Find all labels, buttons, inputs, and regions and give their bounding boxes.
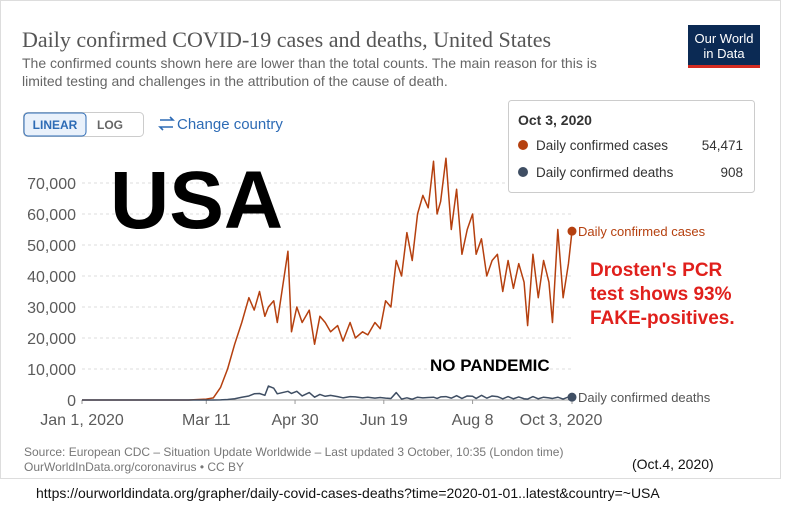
plot: Daily confirmed cases Daily confirmed dea… xyxy=(82,157,711,405)
x-tick-label: Oct 3, 2020 xyxy=(520,412,603,429)
y-tick-label: 50,000 xyxy=(27,238,76,255)
date-note: (Oct.4, 2020) xyxy=(632,456,714,472)
y-tick-label: 0 xyxy=(67,393,76,410)
overlay-claim: Drosten's PCR xyxy=(590,260,723,281)
tooltip-swatch xyxy=(518,140,528,150)
change-country[interactable]: Change country xyxy=(158,116,283,133)
logo-box xyxy=(688,25,760,68)
overlay-claim: FAKE-positives. xyxy=(590,308,735,329)
tooltip-value: 54,471 xyxy=(702,138,743,153)
logo-text: Our World xyxy=(695,31,754,46)
y-tick-label: 30,000 xyxy=(27,300,76,317)
tooltip-swatch xyxy=(518,167,528,177)
y-tick-label: 60,000 xyxy=(27,207,76,224)
end-point xyxy=(567,392,577,402)
overlay-claim: test shows 93% xyxy=(590,284,732,305)
y-tick-label: 70,000 xyxy=(27,176,76,193)
scale-toggle: LINEAR LOG xyxy=(23,112,144,137)
y-tick-label: 40,000 xyxy=(27,269,76,286)
url: https://ourworldindata.org/grapher/daily… xyxy=(36,485,660,501)
tooltip: Oct 3, 2020 Daily confirmed cases 54,471… xyxy=(508,100,755,193)
source: Source: European CDC – Situation Update … xyxy=(24,445,563,459)
series-label: Daily confirmed cases xyxy=(578,224,706,239)
tooltip-series: Daily confirmed cases xyxy=(536,138,668,153)
logo-text: in Data xyxy=(703,46,745,61)
end-point xyxy=(567,226,577,236)
subtitle: The confirmed counts shown here are lowe… xyxy=(22,55,597,71)
swap-icon[interactable] xyxy=(158,116,175,131)
chart-title: Daily confirmed COVID-19 cases and death… xyxy=(22,27,551,52)
tooltip-series: Daily confirmed deaths xyxy=(536,165,674,180)
x-tick-label: Apr 30 xyxy=(271,412,318,429)
subtitle: limited testing and challenges in the at… xyxy=(22,73,448,89)
y-tick-label: 10,000 xyxy=(27,362,76,379)
overlay-title: USA xyxy=(110,155,283,246)
change-country-label[interactable]: Change country xyxy=(177,116,283,133)
y-tick-label: 20,000 xyxy=(27,331,76,348)
overlay-note: NO PANDEMIC xyxy=(430,356,550,375)
source: OurWorldInData.org/coronavirus • CC BY xyxy=(24,460,244,474)
tooltip-value: 908 xyxy=(720,165,743,180)
logo-bar xyxy=(688,65,760,68)
tooltip-title: Oct 3, 2020 xyxy=(518,112,592,128)
logo: Our World in Data xyxy=(688,25,760,68)
x-tick-label: Jun 19 xyxy=(360,412,408,429)
x-tick-label: Aug 8 xyxy=(452,412,494,429)
grid: 0 10,000 20,000 30,000 40,000 50,000 60,000 70,… xyxy=(27,176,602,429)
tooltip-box xyxy=(508,100,755,193)
series-line xyxy=(82,385,573,401)
x-tick-label: Mar 11 xyxy=(182,412,231,429)
series-label: Daily confirmed deaths xyxy=(578,390,711,405)
x-tick-label: Jan 1, 2020 xyxy=(40,412,124,429)
button-label[interactable]: LOG xyxy=(97,118,123,132)
button[interactable] xyxy=(23,112,87,137)
button-label[interactable]: LINEAR xyxy=(33,118,78,132)
series-line xyxy=(82,157,573,401)
